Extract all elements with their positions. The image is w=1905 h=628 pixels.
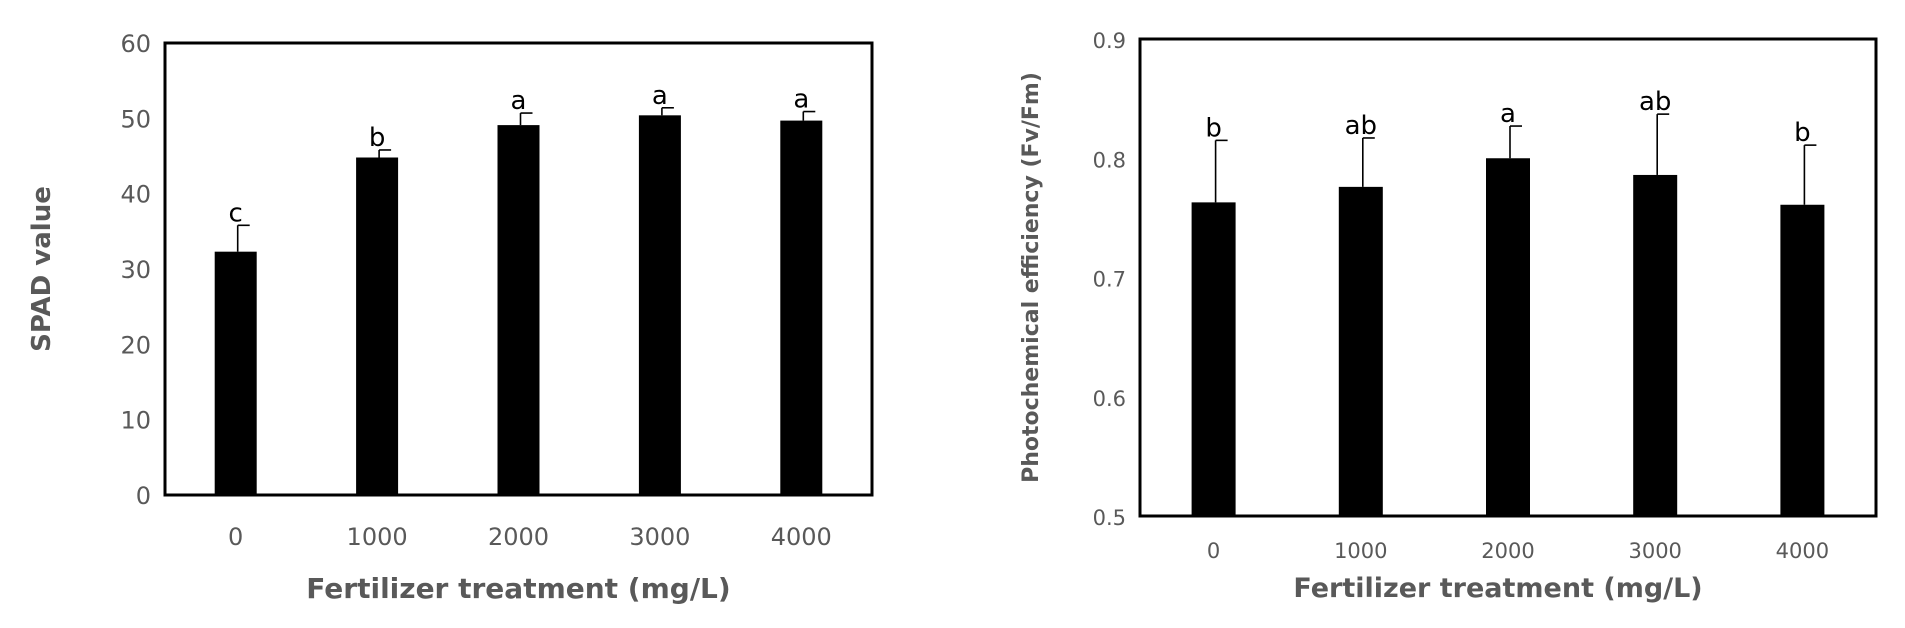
- y-tick-label: 30: [120, 256, 151, 284]
- x-tick-label: 0: [228, 523, 243, 551]
- x-tick-label: 3000: [629, 523, 690, 551]
- significance-label: a: [652, 81, 668, 111]
- y-tick-label: 0.6: [1093, 387, 1126, 411]
- significance-label: b: [369, 123, 386, 153]
- y-tick-label: 10: [120, 407, 151, 435]
- bar: [214, 251, 257, 495]
- significance-label: a: [793, 85, 809, 115]
- bar: [497, 125, 540, 495]
- x-tick-label: 4000: [771, 523, 832, 551]
- bar: [1780, 204, 1825, 516]
- significance-label: a: [511, 86, 527, 116]
- significance-label: ab: [1639, 87, 1671, 117]
- y-tick-label: 0: [136, 482, 151, 510]
- y-axis-title: Photochemical efficiency (Fv/Fm): [1019, 72, 1044, 483]
- bar: [780, 120, 823, 496]
- y-tick-label: 0.8: [1093, 148, 1126, 172]
- significance-label: c: [229, 198, 243, 228]
- photochemical-efficiency-chart: 0.5 0.6 0.7 0.8 0.9 b 0 ab 1000 a 2000 ab 3000 b 4000 F…: [1019, 29, 1878, 604]
- significance-label: a: [1500, 99, 1516, 129]
- significance-label: b: [1794, 118, 1811, 148]
- x-tick-label: 0: [1207, 539, 1220, 563]
- x-axis-title: Fertilizer treatment (mg/L): [306, 572, 730, 605]
- spad-chart: 0 10 20 30 40 50 60 c 0 b 1000 a 2000 a 3000 a 4000 Ferti…: [27, 30, 874, 605]
- x-tick-label: 3000: [1628, 539, 1681, 563]
- y-axis-title: SPAD value: [27, 186, 57, 352]
- y-tick-label: 0.5: [1093, 506, 1126, 530]
- x-tick-label: 4000: [1776, 539, 1829, 563]
- bar: [1338, 186, 1383, 516]
- x-tick-label: 1000: [1334, 539, 1387, 563]
- significance-label: ab: [1345, 111, 1377, 141]
- y-tick-label: 40: [120, 181, 151, 209]
- bar: [1486, 158, 1530, 516]
- significance-label: b: [1205, 113, 1222, 143]
- y-tick-label: 20: [120, 331, 151, 359]
- bar: [638, 115, 681, 495]
- y-tick-label: 0.7: [1093, 268, 1126, 292]
- y-tick-label: 50: [120, 105, 151, 133]
- x-axis-title: Fertilizer treatment (mg/L): [1293, 573, 1702, 604]
- y-tick-label: 0.9: [1093, 29, 1126, 53]
- bar: [1191, 202, 1236, 516]
- x-tick-label: 2000: [1481, 539, 1534, 563]
- x-tick-label: 1000: [347, 523, 408, 551]
- bar: [1633, 174, 1678, 516]
- x-tick-label: 2000: [488, 523, 549, 551]
- bar: [356, 157, 399, 496]
- y-tick-label: 60: [120, 30, 151, 58]
